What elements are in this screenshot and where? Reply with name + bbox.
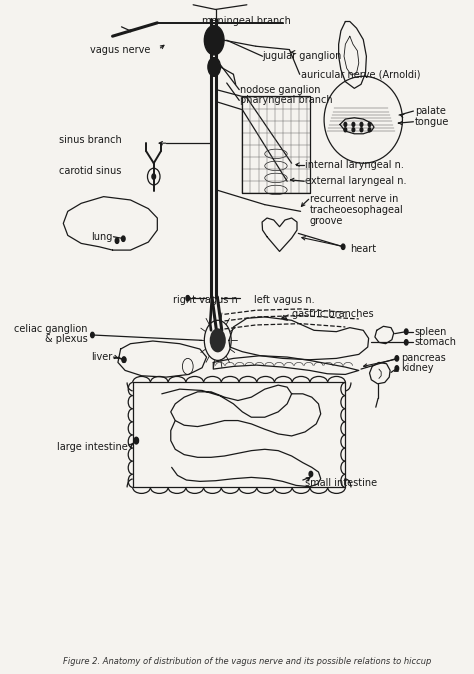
Text: jugular ganglion: jugular ganglion <box>263 51 342 61</box>
Text: small intestine: small intestine <box>305 478 377 488</box>
Text: sinus branch: sinus branch <box>59 135 121 145</box>
Text: right vagus n: right vagus n <box>173 295 238 305</box>
Circle shape <box>135 438 138 443</box>
Circle shape <box>122 357 126 363</box>
Circle shape <box>210 328 226 353</box>
Text: left vagus n.: left vagus n. <box>254 295 314 305</box>
Text: auricular nerve (Arnoldi): auricular nerve (Arnoldi) <box>301 69 420 80</box>
Text: external laryngeal n.: external laryngeal n. <box>305 177 407 186</box>
Text: Figure 2. Anatomy of distribution of the vagus nerve and its possible relations : Figure 2. Anatomy of distribution of the… <box>63 657 431 666</box>
Text: meningeal branch: meningeal branch <box>202 16 292 26</box>
Circle shape <box>309 471 313 477</box>
Circle shape <box>134 437 138 444</box>
Text: lung: lung <box>91 232 112 242</box>
Text: internal laryngeal n.: internal laryngeal n. <box>305 160 404 170</box>
Text: tracheoesophageal: tracheoesophageal <box>310 205 403 215</box>
Circle shape <box>186 296 190 301</box>
Circle shape <box>360 128 363 132</box>
Circle shape <box>404 340 408 345</box>
Circle shape <box>395 356 399 361</box>
Text: large intestine: large intestine <box>57 442 128 452</box>
Text: spleen: spleen <box>415 327 447 336</box>
Text: vagus nerve: vagus nerve <box>90 44 151 55</box>
Circle shape <box>344 128 346 132</box>
Text: recurrent nerve in: recurrent nerve in <box>310 194 398 204</box>
Circle shape <box>122 357 126 363</box>
Text: carotid sinus: carotid sinus <box>59 166 121 176</box>
Circle shape <box>341 244 345 249</box>
Text: nodose ganglion: nodose ganglion <box>240 85 320 94</box>
Text: tongue: tongue <box>415 117 449 127</box>
Text: heart: heart <box>350 244 376 254</box>
Circle shape <box>121 236 125 241</box>
Text: stomach: stomach <box>415 338 457 347</box>
Text: groove: groove <box>310 216 343 226</box>
Text: & plexus: & plexus <box>45 334 88 344</box>
Circle shape <box>395 366 399 371</box>
Text: pancreas: pancreas <box>401 353 446 363</box>
Circle shape <box>352 123 355 127</box>
Circle shape <box>368 128 371 132</box>
Circle shape <box>368 123 371 127</box>
Circle shape <box>91 332 94 338</box>
Circle shape <box>360 123 363 127</box>
Text: kidney: kidney <box>401 363 434 373</box>
Text: pharyngeal branch: pharyngeal branch <box>240 95 333 105</box>
Circle shape <box>115 238 119 243</box>
Text: liver: liver <box>91 352 112 362</box>
Circle shape <box>352 128 355 132</box>
Text: celiac ganglion: celiac ganglion <box>14 324 88 334</box>
Text: gastric branches: gastric branches <box>292 309 373 319</box>
Text: palate: palate <box>415 106 446 116</box>
Circle shape <box>204 26 224 55</box>
Circle shape <box>404 329 408 334</box>
Circle shape <box>152 174 155 179</box>
Circle shape <box>344 123 346 127</box>
Circle shape <box>208 57 220 76</box>
